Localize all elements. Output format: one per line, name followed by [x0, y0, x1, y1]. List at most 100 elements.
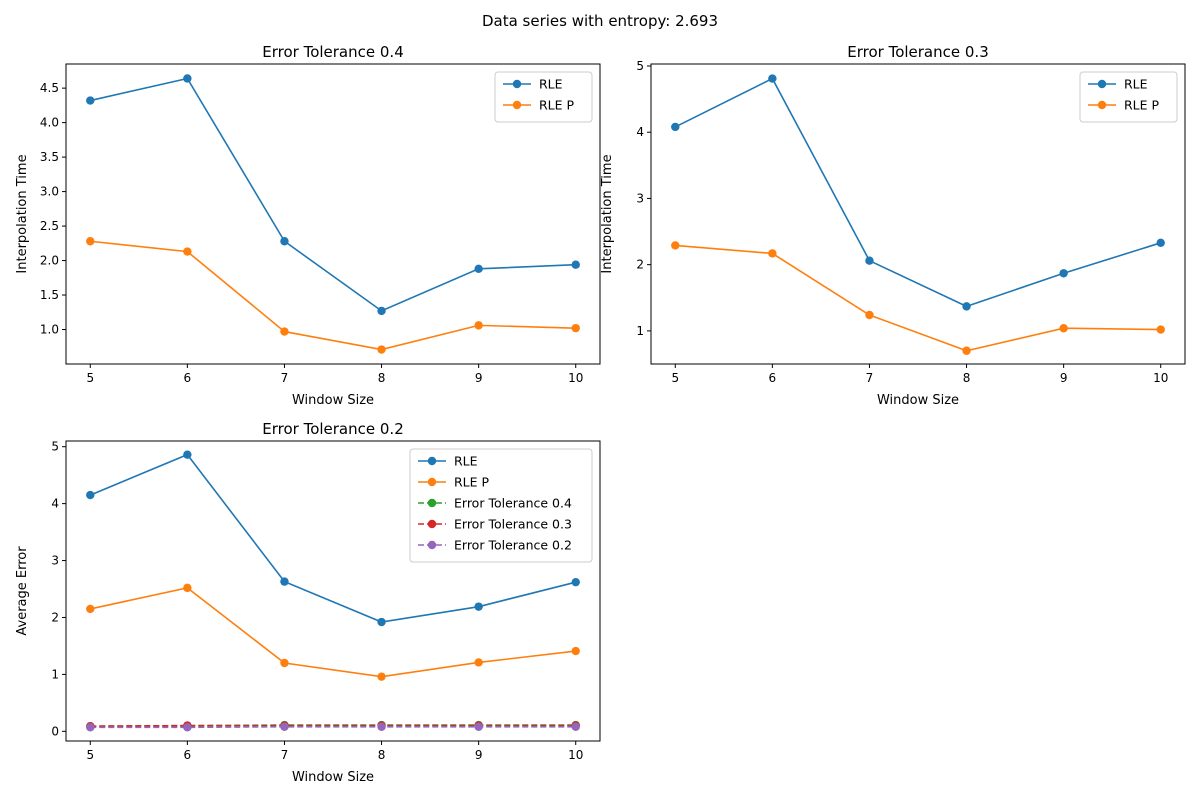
legend-marker: [427, 498, 437, 508]
data-point: [865, 310, 874, 320]
data-point: [377, 306, 386, 316]
y-tick-label: 2.5: [40, 219, 59, 233]
y-axis-label: Interpolation Time: [600, 154, 615, 273]
legend: RLE RLE P: [494, 71, 593, 123]
data-point: [183, 723, 192, 732]
legend-entry: RLE P: [539, 98, 575, 113]
series-line: [675, 244, 1161, 352]
y-tick-label: 3.0: [40, 185, 59, 199]
data-point: [571, 577, 580, 587]
data-point: [280, 722, 289, 731]
x-tick-label: 9: [475, 371, 483, 385]
x-tick-label: 6: [184, 748, 192, 762]
data-point: [1059, 269, 1068, 278]
legend-marker: [512, 79, 522, 89]
data-point: [571, 646, 580, 656]
y-tick-label: 2: [636, 258, 644, 272]
data-point: [86, 96, 95, 105]
figure-suptitle: Data series with entropy: 2.693: [481, 12, 719, 30]
legend-marker: [1097, 100, 1107, 110]
data-point: [280, 327, 289, 336]
x-tick-label: 10: [1153, 371, 1168, 385]
data-point: [86, 604, 95, 614]
y-tick-label: 3.5: [40, 150, 59, 164]
legend-entry: RLE: [539, 77, 563, 92]
y-tick-label: 1.5: [40, 288, 59, 302]
data-point: [377, 722, 386, 731]
data-point: [1059, 324, 1068, 333]
subplot-2: Error Tolerance 0.3 5 6 7 8 9 10 1 2 3 4 5 Window Si…: [600, 43, 1186, 408]
data-point: [183, 583, 192, 593]
series-line: [89, 453, 576, 623]
x-tick-label: 8: [378, 371, 386, 385]
data-point: [571, 323, 580, 333]
x-tick-label: 9: [1060, 371, 1068, 385]
y-tick-label: 4: [636, 125, 644, 139]
y-tick-label: 2.0: [40, 254, 59, 268]
data-point: [474, 658, 483, 667]
data-point: [962, 302, 971, 311]
x-tick-label: 6: [769, 371, 777, 385]
series-line: [90, 77, 576, 312]
y-tick-label: 2: [51, 610, 59, 624]
series-line: [90, 724, 576, 727]
y-axis-label: Average Error: [15, 546, 30, 636]
subplot-title: Error Tolerance 0.2: [262, 420, 403, 438]
data-point: [474, 264, 483, 274]
x-axis-label: Window Size: [292, 393, 374, 408]
legend-entry: RLE P: [1124, 98, 1160, 113]
series-line: [90, 587, 576, 678]
y-tick-label: 5: [636, 59, 644, 73]
data-point: [962, 346, 971, 355]
data-point: [377, 617, 386, 627]
y-tick-label: 1: [51, 667, 59, 681]
data-point: [280, 658, 289, 668]
y-tick-label: 4: [51, 497, 59, 511]
x-tick-label: 10: [568, 748, 583, 762]
legend-marker: [427, 456, 437, 466]
data-point: [474, 321, 483, 330]
data-point: [474, 722, 483, 731]
y-tick-label: 4.0: [40, 116, 59, 130]
y-tick-label: 3: [636, 191, 644, 205]
data-point: [768, 249, 777, 258]
legend-marker: [427, 477, 437, 487]
legend-marker: [1097, 79, 1107, 89]
x-tick-label: 5: [86, 748, 94, 762]
x-tick-label: 7: [281, 748, 289, 762]
data-point: [1156, 325, 1165, 334]
data-point: [571, 260, 580, 269]
legend-entry: RLE: [454, 454, 478, 469]
data-point: [865, 256, 874, 265]
y-tick-label: 3: [51, 554, 59, 568]
legend-entry: Error Tolerance 0.4: [454, 496, 572, 511]
series-line: [90, 725, 576, 729]
data-point: [280, 237, 289, 246]
axes-frame: [65, 63, 601, 365]
data-point: [671, 241, 680, 250]
data-point: [86, 237, 95, 246]
data-point: [183, 450, 192, 459]
legend-entry: RLE P: [454, 475, 490, 490]
data-point: [183, 74, 192, 83]
legend-entry: Error Tolerance 0.3: [454, 517, 572, 532]
subplot-title: Error Tolerance 0.3: [847, 43, 988, 61]
x-tick-label: 6: [184, 371, 192, 385]
series-line: [674, 77, 1161, 308]
x-tick-label: 7: [281, 371, 289, 385]
legend: RLE RLE P Error Tolerance 0.4 Error Toleran…: [409, 448, 593, 563]
subplot-title: Error Tolerance 0.4: [262, 43, 403, 61]
x-tick-label: 5: [671, 371, 679, 385]
legend-marker: [427, 519, 437, 529]
data-point: [474, 602, 483, 611]
y-tick-label: 1: [636, 324, 644, 338]
data-point: [377, 345, 386, 354]
data-point: [183, 247, 192, 256]
y-tick-label: 1.0: [40, 323, 59, 337]
data-point: [768, 74, 777, 83]
data-point: [571, 722, 580, 731]
series-line: [90, 240, 576, 351]
y-tick-label: 0: [51, 724, 59, 738]
axes-frame: [65, 440, 601, 742]
